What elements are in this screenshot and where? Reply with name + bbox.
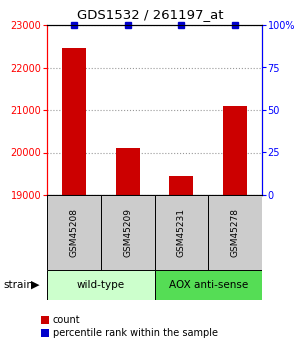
Text: ▶: ▶	[31, 280, 39, 290]
Bar	[101, 195, 154, 270]
Bar	[47, 270, 154, 300]
Text: GSM45231: GSM45231	[177, 208, 186, 257]
Bar	[169, 176, 194, 195]
Text: GSM45209: GSM45209	[123, 208, 132, 257]
Bar	[223, 106, 247, 195]
Bar	[116, 148, 140, 195]
Bar	[154, 270, 262, 300]
Text: wild-type: wild-type	[77, 280, 125, 290]
Bar	[47, 195, 101, 270]
Bar	[154, 195, 208, 270]
Text: GDS1532 / 261197_at: GDS1532 / 261197_at	[77, 8, 223, 21]
Legend: count, percentile rank within the sample: count, percentile rank within the sample	[41, 315, 218, 338]
Text: GSM45278: GSM45278	[231, 208, 240, 257]
Bar	[62, 48, 86, 195]
Text: AOX anti-sense: AOX anti-sense	[169, 280, 248, 290]
Text: strain: strain	[3, 280, 33, 290]
Text: GSM45208: GSM45208	[69, 208, 78, 257]
Bar	[208, 195, 262, 270]
